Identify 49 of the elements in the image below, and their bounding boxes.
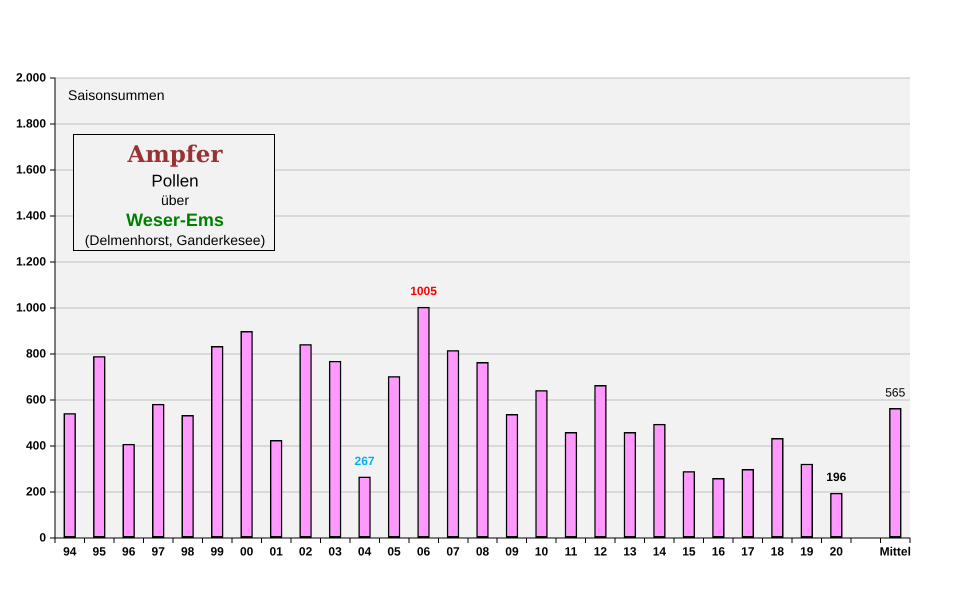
x-tick-label: Mittel <box>880 544 911 559</box>
y-tick-label: 1.000 <box>16 300 46 314</box>
x-tick-label: 06 <box>416 544 431 559</box>
x-tick-label: 15 <box>682 544 696 559</box>
x-tick-label: 17 <box>741 544 755 559</box>
data-label: 196 <box>826 470 847 484</box>
x-tick-label: 13 <box>623 544 637 559</box>
x-tick-label: 99 <box>210 544 224 559</box>
annotation: (Delmenhorst, Ganderkesee) <box>84 232 266 248</box>
data-label: 1005 <box>410 284 438 298</box>
x-tick-label: 14 <box>652 544 666 559</box>
x-tick-label: 02 <box>298 544 313 559</box>
x-tick-label: 18 <box>770 544 784 559</box>
annotation: Saisonsummen <box>68 86 164 103</box>
y-tick-label: 400 <box>26 438 46 452</box>
x-tick-label: 96 <box>122 544 136 559</box>
data-label: 267 <box>354 454 375 468</box>
y-tick-label: 1.400 <box>16 208 46 222</box>
y-tick-label: 800 <box>26 346 46 360</box>
x-tick-label: 94 <box>63 544 77 559</box>
x-tick-label: 10 <box>534 544 548 559</box>
x-tick-label: 09 <box>505 544 519 559</box>
x-tick-label: 11 <box>564 544 578 559</box>
annotation: Ampfer <box>126 140 224 168</box>
annotation: Pollen <box>151 172 199 191</box>
x-tick-label: 08 <box>476 544 490 559</box>
x-tick-label: 12 <box>594 544 608 559</box>
y-tick-label: 1.800 <box>16 116 46 130</box>
y-tick-label: 2.000 <box>16 70 46 84</box>
x-tick-label: 03 <box>328 544 342 559</box>
x-tick-label: 97 <box>152 544 166 559</box>
y-tick-label: 1.200 <box>16 254 46 268</box>
x-tick-label: 00 <box>240 544 254 559</box>
x-tick-label: 20 <box>830 544 844 559</box>
x-tick-label: 19 <box>800 544 814 559</box>
x-tick-label: 16 <box>712 544 726 559</box>
x-tick-label: 07 <box>446 544 460 559</box>
x-tick-label: 98 <box>180 544 195 559</box>
annotation: über <box>160 192 190 208</box>
x-tick-label: 95 <box>92 544 106 559</box>
data-label: 565 <box>885 385 906 400</box>
y-tick-label: 600 <box>26 392 46 406</box>
y-tick-label: 0 <box>39 530 46 544</box>
annotation: Weser-Ems <box>126 210 224 230</box>
x-tick-label: 05 <box>387 544 402 559</box>
x-tick-label: 04 <box>358 544 372 559</box>
x-tick-label: 01 <box>269 544 284 559</box>
y-tick-label: 200 <box>26 484 46 498</box>
y-tick-label: 1.600 <box>16 162 46 176</box>
